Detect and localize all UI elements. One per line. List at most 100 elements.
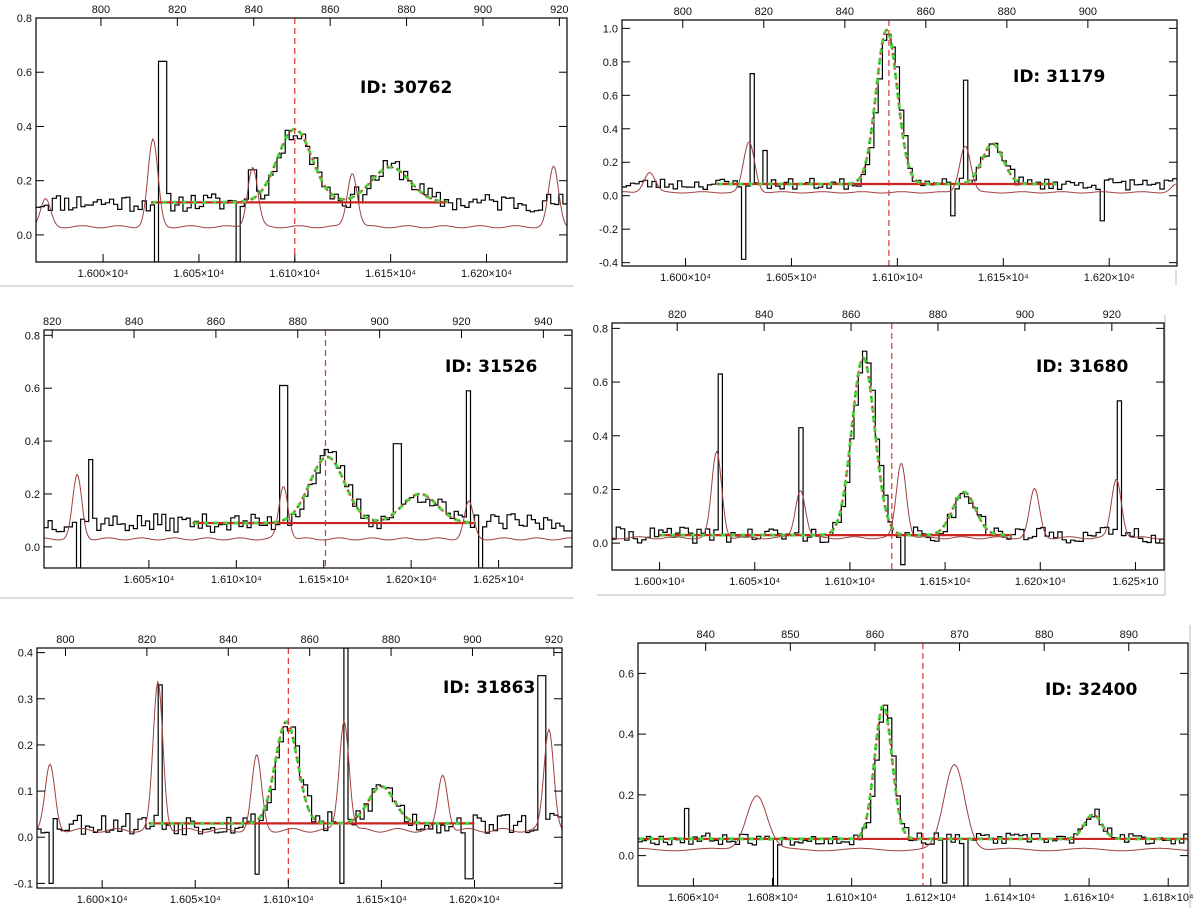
x-tick-label: 1.605×10⁴	[123, 574, 174, 586]
y-tick-label: 0.6	[619, 668, 634, 680]
gaussian-fit-overlay-line	[192, 456, 476, 524]
x-tick-label: 1.606×10⁴	[668, 892, 719, 904]
top-tick-label: 880	[382, 634, 400, 646]
x-tick-label: 1.618×10⁴	[1143, 892, 1194, 904]
x-tick-label: 1.610×10⁴	[269, 268, 320, 280]
sky-spectrum-line	[638, 764, 1188, 852]
y-tick-label: 0.2	[25, 489, 40, 501]
gaussian-fit-overlay-line	[638, 704, 1188, 840]
top-tick-label: 800	[56, 634, 74, 646]
x-tick-label: 1.620×10⁴	[461, 268, 512, 280]
x-tick-label: 1.614×10⁴	[984, 892, 1035, 904]
sky-spectrum-line	[37, 679, 562, 833]
x-tick-label: 1.616×10⁴	[1064, 892, 1115, 904]
x-tick-label: 1.625×10	[1112, 576, 1158, 588]
gaussian-fit-overlay-line	[151, 128, 449, 203]
x-tick-label: 1.615×10⁴	[365, 268, 416, 280]
top-tick-label: 840	[125, 316, 143, 328]
y-tick-label: 0.8	[17, 13, 32, 25]
y-tick-label: 0.3	[18, 694, 33, 706]
x-tick-label: 1.605×10⁴	[729, 576, 780, 588]
top-tick-label: 850	[781, 629, 799, 641]
top-tick-label: 840	[836, 6, 854, 18]
y-tick-label: 0.8	[593, 323, 608, 335]
top-tick-label: 820	[668, 309, 686, 321]
observed-spectrum-line	[638, 704, 1188, 886]
top-tick-label: 880	[929, 309, 947, 321]
x-tick-label: 1.620×10⁴	[1015, 576, 1066, 588]
top-tick-label: 820	[138, 634, 156, 646]
top-tick-label: 840	[245, 4, 263, 16]
top-tick-label: 820	[755, 6, 773, 18]
top-tick-label: 920	[1103, 309, 1121, 321]
y-tick-label: 0.2	[603, 157, 618, 169]
x-tick-label: 1.625×10⁴	[473, 574, 524, 586]
observed-spectrum-line	[37, 648, 562, 884]
sky-spectrum-line	[622, 141, 1176, 194]
y-tick-label: 0.6	[17, 67, 32, 79]
x-tick-label: 1.605×10⁴	[766, 272, 817, 284]
plot-frame	[43, 329, 573, 569]
y-tick-label: -0.1	[14, 878, 33, 890]
top-tick-label: 900	[370, 316, 388, 328]
top-tick-label: 900	[474, 4, 492, 16]
y-tick-label: -0.2	[599, 224, 618, 236]
observed-spectrum-line	[622, 33, 1177, 260]
plot-area	[37, 648, 562, 888]
top-tick-label: 860	[917, 6, 935, 18]
plot-area	[44, 330, 572, 568]
y-tick-label: 0.4	[18, 648, 33, 660]
top-tick-label: 890	[1120, 629, 1138, 641]
y-tick-label: 0.1	[18, 786, 33, 798]
x-tick-label: 1.600×10⁴	[77, 894, 128, 906]
x-tick-label: 1.600×10⁴	[634, 576, 685, 588]
y-tick-label: 0.4	[619, 729, 634, 741]
top-tick-label: 840	[697, 629, 715, 641]
spectrum-panel-31863: -0.1 0.0 0.1 0.2 0.3 0.4 1.600×10⁴ 1.605×10⁴ 1.6…	[14, 634, 563, 906]
spectrum-panel-31179: -0.4 -0.2 0.0 0.2 0.4 0.6 0.8 1.0 1.600×10⁴ 1.605…	[599, 6, 1178, 284]
gaussian-fit-overlay-line	[148, 721, 475, 824]
y-tick-label: 0.0	[17, 230, 32, 242]
plot-frame	[611, 322, 1165, 571]
gaussian-fit-overlay-line	[717, 29, 1057, 185]
plot-area	[622, 20, 1177, 266]
y-tick-label: 0.6	[603, 90, 618, 102]
y-tick-label: 0.4	[25, 436, 40, 448]
top-tick-label: 900	[463, 634, 481, 646]
top-tick-label: 800	[674, 6, 692, 18]
y-tick-label: 0.6	[593, 377, 608, 389]
sky-spectrum-line	[36, 137, 567, 229]
top-tick-label: 860	[866, 629, 884, 641]
top-tick-label: 940	[534, 316, 552, 328]
y-tick-label: 0.0	[603, 191, 618, 203]
x-tick-label: 1.610×10⁴	[872, 272, 923, 284]
observed-spectrum-line	[44, 384, 572, 568]
panel-id-label: ID: 31526	[445, 357, 537, 377]
y-tick-label: 0.0	[25, 542, 40, 554]
y-tick-label: 0.6	[25, 383, 40, 395]
y-tick-label: 0.0	[18, 832, 33, 844]
y-tick-label: 0.2	[619, 790, 634, 802]
x-tick-label: 1.610×10⁴	[211, 574, 262, 586]
spectrum-panel-30762: 0.0 0.2 0.4 0.6 0.8 1.600×10⁴ 1.605×10⁴ 1.610×1…	[17, 4, 569, 280]
x-tick-label: 1.615×10⁴	[356, 894, 407, 906]
top-tick-label: 920	[452, 316, 470, 328]
y-tick-label: 0.8	[603, 57, 618, 69]
plot-frame	[35, 17, 568, 263]
y-tick-label: 0.0	[619, 851, 634, 863]
x-tick-label: 1.605×10⁴	[170, 894, 221, 906]
top-tick-label: 860	[321, 4, 339, 16]
panel-id-label: ID: 31863	[443, 678, 535, 698]
x-tick-label: 1.608×10⁴	[747, 892, 798, 904]
x-tick-label: 1.615×10⁴	[298, 574, 349, 586]
top-tick-label: 880	[397, 4, 415, 16]
plot-frame	[621, 19, 1178, 267]
x-tick-label: 1.620×10⁴	[449, 894, 500, 906]
panel-id-label: ID: 30762	[360, 78, 452, 98]
y-tick-label: 0.4	[593, 431, 608, 443]
plot-frame	[637, 642, 1189, 887]
y-tick-label: -0.4	[599, 258, 618, 270]
top-tick-label: 860	[300, 634, 318, 646]
y-tick-label: 0.0	[593, 538, 608, 550]
